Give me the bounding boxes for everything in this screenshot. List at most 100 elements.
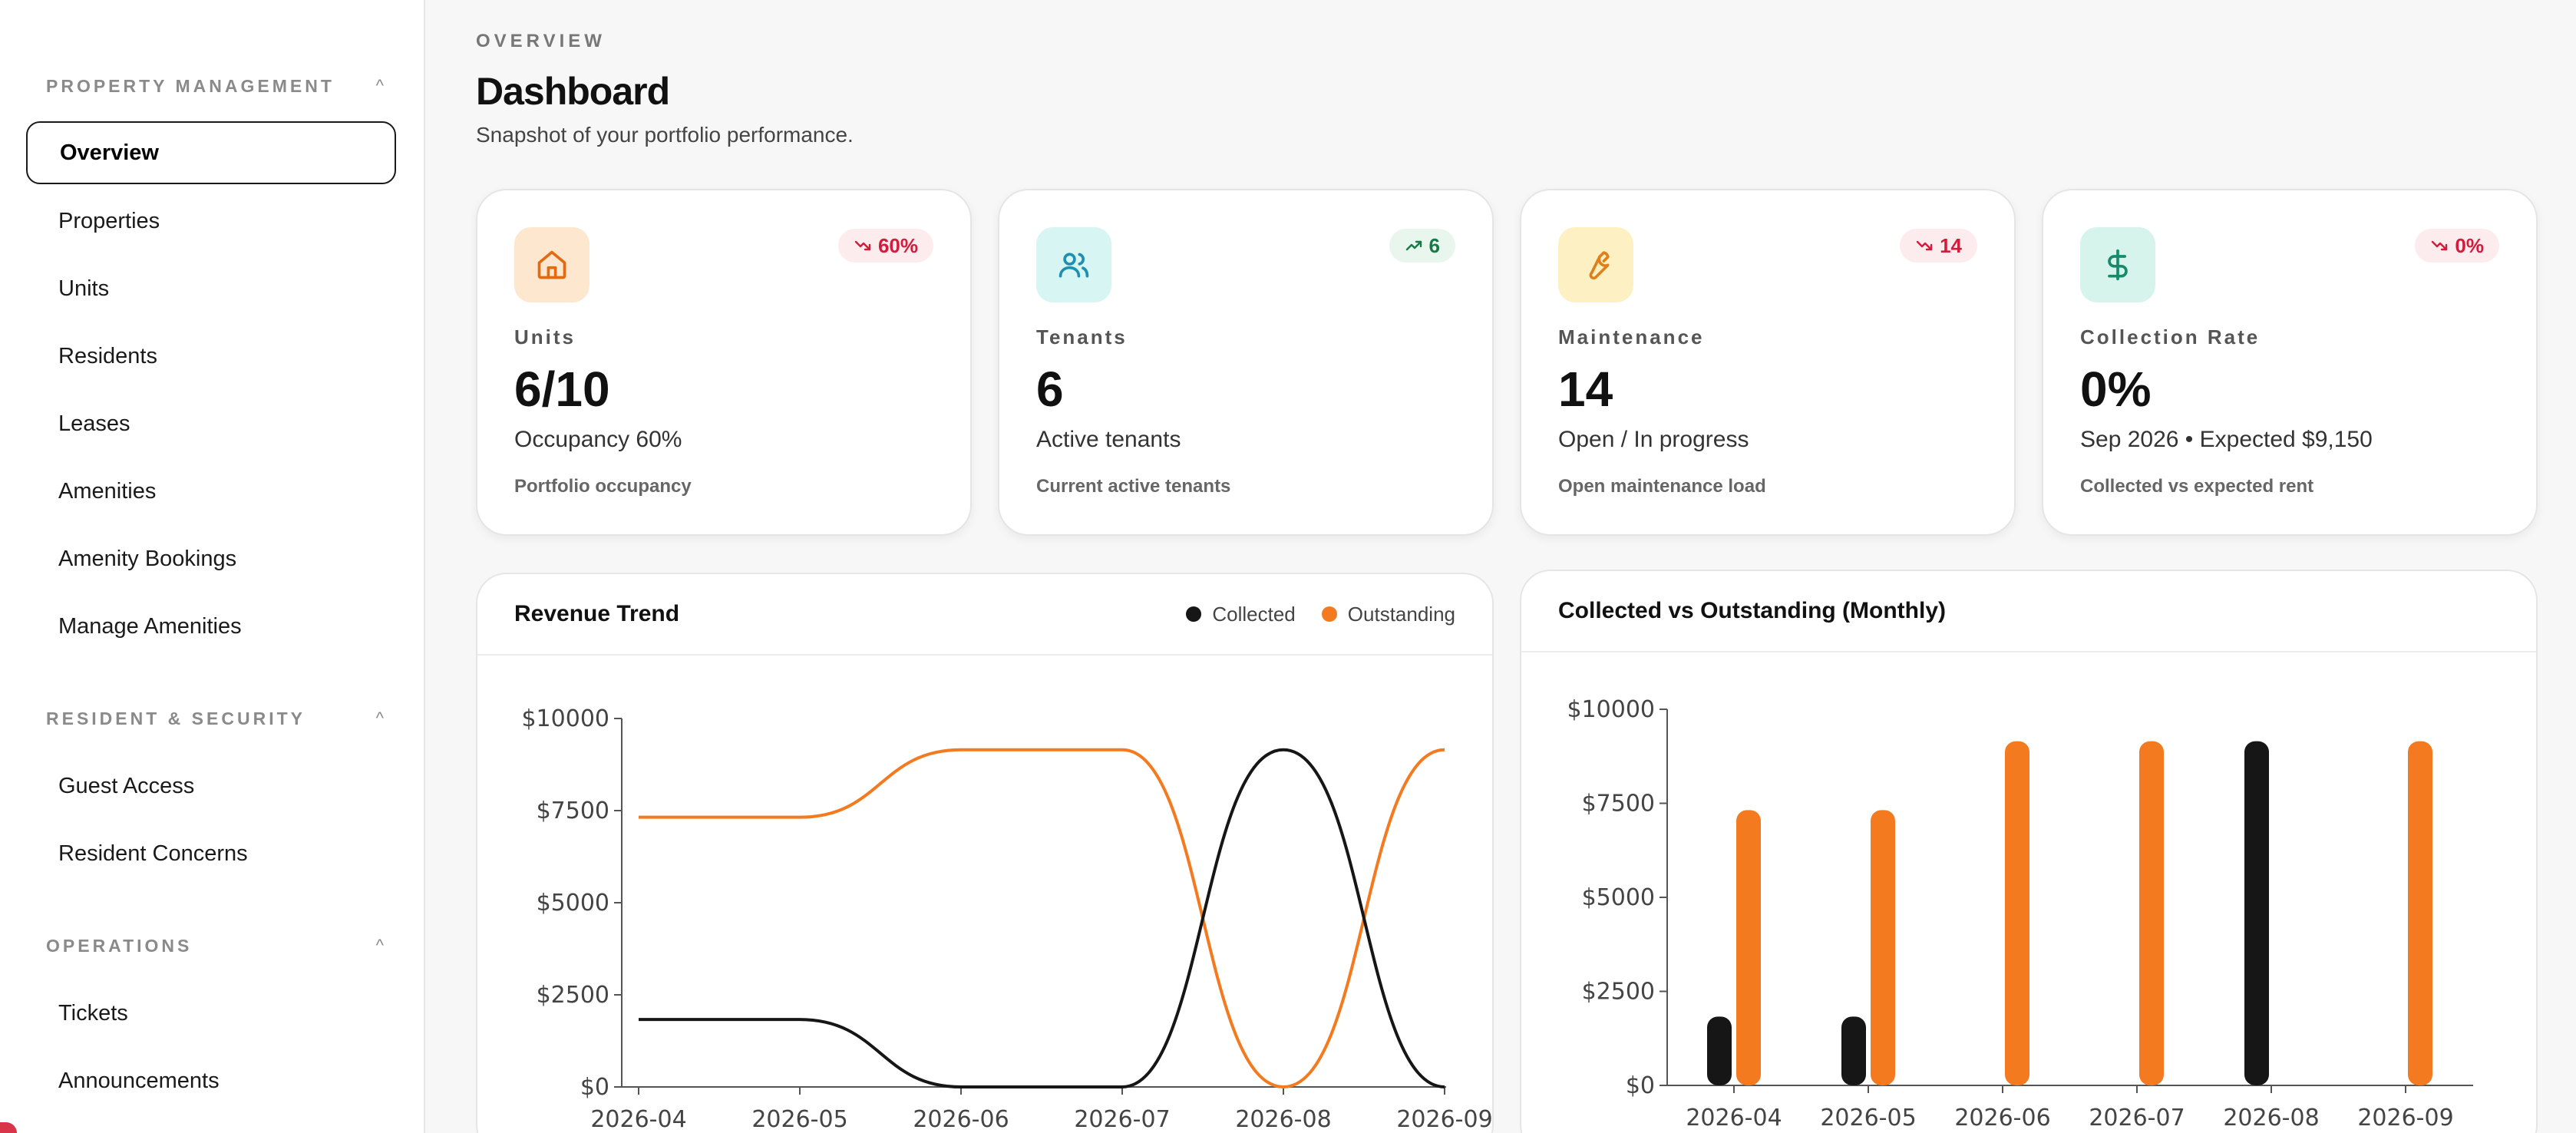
dollar-icon (2080, 227, 2155, 302)
legend-label: Outstanding (1347, 602, 1455, 626)
card-detail: Active tenants (1036, 427, 1181, 452)
section-label: PROPERTY MANAGEMENT (46, 75, 335, 96)
page-eyebrow: OVERVIEW (476, 31, 606, 51)
page-subtitle: Snapshot of your portfolio performance. (476, 123, 854, 147)
sidebar-item-overview[interactable]: Overview (26, 121, 396, 184)
sidebar-item-guest-access[interactable]: Guest Access (58, 773, 195, 798)
legend-dot (1321, 606, 1337, 622)
stat-card-tenants: 6 Tenants 6 Active tenants Current activ… (998, 189, 1494, 536)
card-footnote: Current active tenants (1036, 476, 1231, 497)
chevron-up-icon[interactable]: ^ (375, 76, 384, 95)
x-tick-label: 2026-04 (1686, 1105, 1782, 1131)
x-tick-label: 2026-07 (1074, 1106, 1170, 1133)
x-tick-label: 2026-08 (2223, 1105, 2319, 1131)
collected-outstanding-chart: $0 $2500 $5000 $7500 $10000 2026-04 2026-05 202… (1567, 696, 2473, 1131)
card-label: Maintenance (1558, 325, 1705, 348)
sidebar-item-resident-concerns[interactable]: Resident Concerns (58, 841, 248, 866)
bar-outstanding (2408, 741, 2432, 1085)
section-label: OPERATIONS (46, 935, 193, 956)
sidebar-item-amenities[interactable]: Amenities (58, 478, 157, 504)
x-tick-label: 2026-07 (2089, 1105, 2185, 1131)
x-tick-label: 2026-05 (1820, 1105, 1916, 1131)
card-value: 14 (1558, 362, 1613, 417)
y-tick-label: $2500 (1582, 979, 1655, 1006)
sidebar-item-manage-amenities[interactable]: Manage Amenities (58, 613, 242, 639)
panel-title: Revenue Trend (514, 601, 680, 626)
sidebar-item-units[interactable]: Units (58, 276, 110, 301)
sidebar-item-properties[interactable]: Properties (58, 208, 160, 233)
trend-badge: 14 (1900, 229, 1977, 263)
revenue-trend-panel: Revenue Trend Collected Outstanding $0 $2… (476, 573, 1494, 1133)
y-tick-label: $2500 (537, 982, 609, 1009)
section-header-property-management[interactable]: PROPERTY MANAGEMENT ^ (46, 71, 384, 101)
stat-card-collection-rate: 0% Collection Rate 0% Sep 2026 • Expecte… (2042, 189, 2538, 536)
x-tick-label: 2026-04 (590, 1106, 686, 1133)
trend-value: 60% (877, 233, 918, 257)
bar-collected (1707, 1016, 1732, 1085)
x-tick-label: 2026-05 (751, 1106, 847, 1133)
trend-value: 0% (2455, 233, 2484, 257)
chevron-up-icon[interactable]: ^ (375, 709, 384, 728)
bar-outstanding (2139, 741, 2164, 1085)
legend-item-outstanding[interactable]: Outstanding (1321, 602, 1455, 626)
bar-collected (1841, 1016, 1866, 1085)
panel-header: Collected vs Outstanding (Monthly) (1521, 571, 2536, 652)
panel-title: Collected vs Outstanding (Monthly) (1558, 598, 1947, 623)
trend-down-icon (1916, 240, 1933, 251)
card-detail: Open / In progress (1558, 427, 1749, 452)
bar-outstanding (2005, 741, 2029, 1085)
section-header-operations[interactable]: OPERATIONS ^ (46, 930, 384, 961)
x-tick-label: 2026-09 (2357, 1105, 2453, 1131)
y-tick-label: $5000 (537, 890, 609, 917)
card-footnote: Portfolio occupancy (514, 476, 692, 497)
card-footnote: Open maintenance load (1558, 476, 1766, 497)
y-tick-label: $0 (580, 1074, 609, 1101)
card-detail: Occupancy 60% (514, 427, 682, 452)
trend-badge: 60% (837, 229, 933, 263)
collected-outstanding-panel: Collected vs Outstanding (Monthly) $0 $25… (1520, 570, 2538, 1133)
panel-header: Revenue Trend Collected Outstanding (477, 574, 1492, 656)
sidebar-item-tickets[interactable]: Tickets (58, 1000, 128, 1026)
legend-dot (1186, 606, 1202, 622)
trend-badge: 6 (1389, 229, 1455, 263)
trend-value: 14 (1940, 233, 1962, 257)
chart-legend: Collected Outstanding (1186, 603, 1455, 626)
card-value: 0% (2080, 362, 2152, 417)
home-icon (514, 227, 590, 302)
bar-outstanding (1736, 810, 1761, 1085)
x-tick-label: 2026-06 (1954, 1105, 2050, 1131)
trend-value: 6 (1428, 233, 1440, 257)
y-tick-label: $5000 (1582, 884, 1655, 911)
stat-card-maintenance: 14 Maintenance 14 Open / In progress Ope… (1520, 189, 2016, 536)
card-value: 6/10 (514, 362, 610, 417)
sidebar-item-announcements[interactable]: Announcements (58, 1068, 220, 1093)
card-label: Units (514, 325, 576, 348)
series-line-collected (638, 748, 1445, 1089)
legend-label: Collected (1212, 602, 1296, 626)
y-tick-label: $10000 (521, 705, 609, 732)
section-label: RESIDENT & SECURITY (46, 708, 305, 728)
sidebar-item-leases[interactable]: Leases (58, 411, 130, 436)
card-footnote: Collected vs expected rent (2080, 476, 2314, 497)
chevron-up-icon[interactable]: ^ (375, 936, 384, 955)
page-title: Dashboard (476, 70, 670, 113)
x-tick-label: 2026-08 (1235, 1106, 1331, 1133)
legend-item-collected[interactable]: Collected (1186, 602, 1296, 626)
x-tick-label: 2026-09 (1396, 1106, 1492, 1133)
x-tick-label: 2026-06 (913, 1106, 1009, 1133)
sidebar-item-residents[interactable]: Residents (58, 343, 157, 368)
bar-collected (2244, 741, 2269, 1085)
card-label: Tenants (1036, 325, 1128, 348)
trend-badge: 0% (2415, 229, 2499, 263)
trend-up-icon (1405, 240, 1422, 251)
corner-indicator (0, 1122, 17, 1133)
card-label: Collection Rate (2080, 325, 2261, 348)
card-detail: Sep 2026 • Expected $9,150 (2080, 427, 2373, 452)
trend-down-icon (854, 240, 871, 251)
sidebar-item-amenity-bookings[interactable]: Amenity Bookings (58, 546, 237, 571)
series-line-outstanding (639, 748, 1445, 1089)
card-value: 6 (1036, 362, 1064, 417)
sidebar: PROPERTY MANAGEMENT ^ Overview Propertie… (0, 0, 425, 1133)
revenue-trend-chart: $0 $2500 $5000 $7500 $10000 2026-04 2026-05 202… (521, 705, 1492, 1133)
section-header-resident-security[interactable]: RESIDENT & SECURITY ^ (46, 703, 384, 734)
